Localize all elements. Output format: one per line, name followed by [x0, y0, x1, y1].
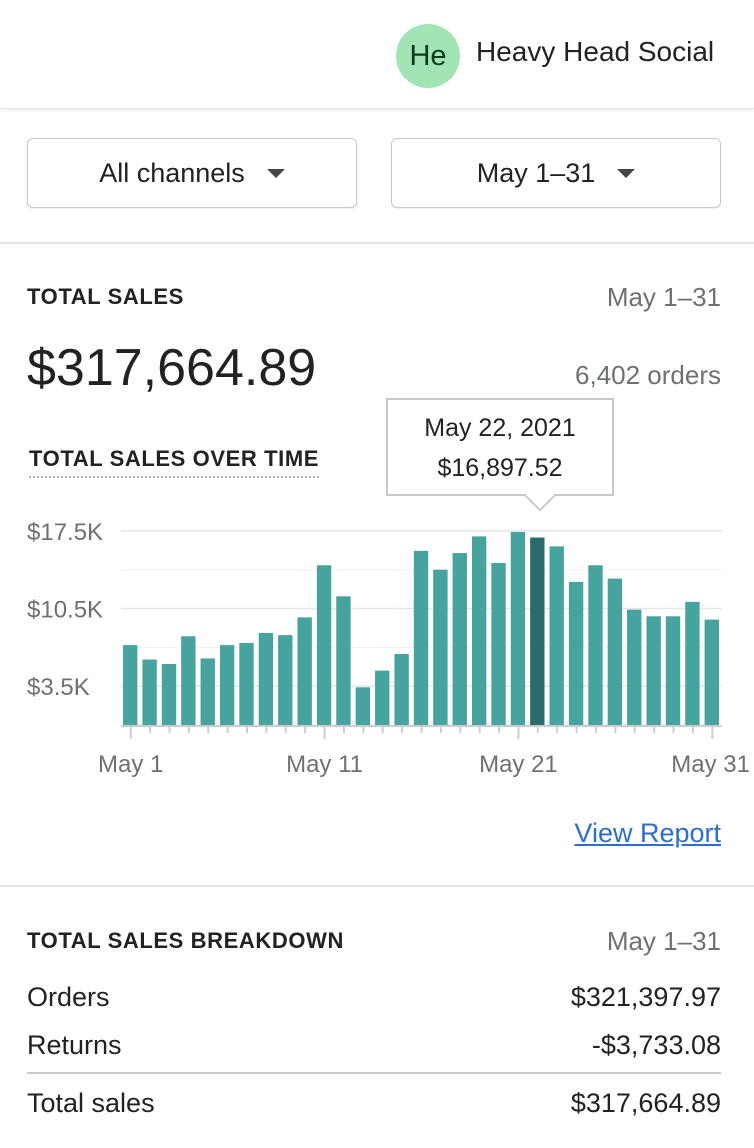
chart-bar — [607, 578, 623, 725]
chart-bar — [588, 565, 603, 725]
y-tick-label: $17.5K — [27, 519, 103, 546]
chart-bar — [297, 617, 312, 725]
sales-bar-chart: $3.5K $10.5K $17.5K May 1 May 11 May 21 May 31 — [27, 519, 750, 778]
view-report-link[interactable]: View Report — [574, 818, 721, 848]
chart-bar — [316, 565, 332, 725]
chart-bar — [646, 616, 661, 725]
x-tick-label: May 1 — [98, 751, 163, 778]
chart-bar — [568, 581, 584, 725]
chart-bar — [181, 636, 196, 725]
tooltip-date: May 22, 2021 — [424, 414, 576, 442]
breakdown-separator — [27, 1072, 721, 1074]
channel-select[interactable]: All channels — [27, 138, 357, 208]
chart-bar — [278, 635, 293, 725]
chart-bar — [375, 670, 390, 725]
x-tick-label: May 31 — [671, 751, 750, 778]
chart-bar — [433, 569, 448, 725]
orders-count: 6,402 orders — [575, 360, 721, 390]
chart-bar — [219, 645, 235, 725]
store-avatar[interactable]: He — [396, 24, 460, 88]
caret-down-icon — [617, 168, 636, 178]
top-bar: He Heavy Head Social — [0, 0, 754, 109]
store-name[interactable]: Heavy Head Social — [476, 36, 715, 67]
chart-bar — [665, 616, 681, 725]
chart-bar — [549, 546, 564, 725]
total-sales-period: May 1–31 — [606, 282, 721, 312]
breakdown-period: May 1–31 — [606, 926, 721, 956]
chart-bar — [510, 531, 526, 725]
chart-title[interactable]: TOTAL SALES OVER TIME — [29, 446, 320, 478]
chart-bar — [530, 537, 545, 725]
caret-down-icon — [266, 168, 285, 178]
breakdown-title: TOTAL SALES BREAKDOWN — [27, 928, 344, 953]
divider — [0, 885, 754, 887]
chart-bar — [239, 642, 254, 725]
chart-bar — [258, 632, 274, 725]
y-tick-label: $10.5K — [27, 597, 103, 624]
total-sales-title: TOTAL SALES — [27, 284, 184, 309]
tooltip-value: $16,897.52 — [437, 454, 563, 482]
breakdown-total-value: $317,664.89 — [570, 1088, 721, 1118]
channel-select-label: All channels — [99, 157, 245, 188]
breakdown-returns-label: Returns — [27, 1030, 122, 1060]
x-tick-label: May 21 — [479, 751, 558, 778]
chart-bar — [394, 654, 409, 725]
chart-bar — [627, 609, 642, 725]
breakdown-orders-label: Orders — [27, 982, 110, 1012]
chart-bar — [161, 663, 177, 725]
y-tick-label: $3.5K — [27, 674, 90, 701]
date-range-select[interactable]: May 1–31 — [391, 138, 721, 208]
chart-bar — [471, 536, 487, 725]
chart-bar — [355, 687, 371, 725]
chart-bar — [452, 553, 467, 725]
chart-tooltip: May 22, 2021 $16,897.52 — [386, 398, 614, 512]
breakdown-orders-value: $321,397.97 — [570, 982, 721, 1012]
x-tick-label: May 11 — [286, 751, 363, 778]
date-range-select-label: May 1–31 — [476, 157, 596, 188]
divider — [0, 242, 754, 244]
chart-bar — [491, 563, 506, 725]
chart-bar — [123, 645, 138, 725]
chart-bar — [142, 659, 157, 725]
chart-bar — [336, 596, 351, 725]
chart-bar — [200, 658, 215, 725]
chart-bar — [704, 619, 719, 725]
total-sales-amount: $317,664.89 — [27, 339, 317, 397]
breakdown-total-label: Total sales — [27, 1088, 155, 1118]
chart-bar — [685, 601, 700, 725]
chart-bar — [413, 550, 429, 725]
breakdown-returns-value: -$3,733.08 — [591, 1030, 721, 1060]
